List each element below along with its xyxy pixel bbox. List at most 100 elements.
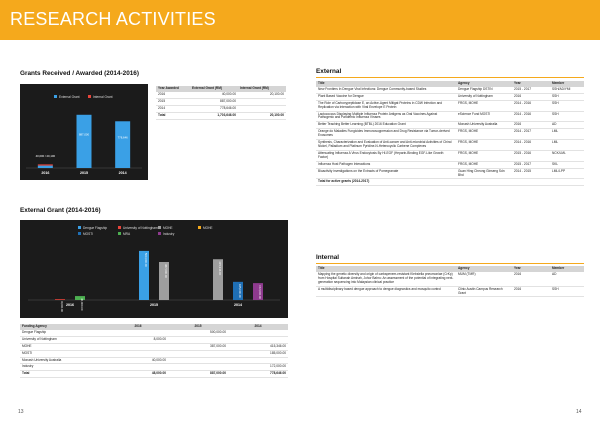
table-cell: 40,000.00 [190, 91, 238, 99]
project-agency: Dengue Flagship DSTIN [456, 86, 512, 94]
x-tick-label: 2014 [119, 171, 127, 175]
project-agency: FRGS, MOHE [456, 161, 512, 169]
internal-projects-title: Internal [316, 254, 340, 261]
table-cell [168, 357, 228, 365]
legend-swatch [78, 226, 81, 229]
x-tick-label: 2016 [66, 303, 74, 307]
table-cell: 40,000.00 [108, 357, 168, 365]
project-member: AD [550, 271, 584, 287]
total-cell: 20,100.00 [238, 112, 286, 120]
grants-summary-svg: External Grant Internal Grant 40,000 / 20,… [26, 95, 142, 175]
grants-col-internal: Internal Grant (RM) [238, 86, 286, 92]
legend-swatch [198, 226, 201, 229]
project-title: Plant Based Vaccine for Dengue [316, 93, 456, 101]
project-year: 2015 - 2017 [512, 86, 550, 94]
project-agency: University of Nottingham [456, 93, 512, 101]
external-grant-svg: Dengue Flagship University of Nottingham M… [28, 226, 280, 313]
legend-swatch [54, 95, 57, 98]
legend-label: External Grant [59, 95, 80, 99]
int-col-year: Year [512, 266, 550, 272]
table-cell: 778,646.00 [190, 105, 238, 113]
page-title: RESEARCH ACTIVITIES [10, 9, 216, 29]
external-projects-title: External [316, 68, 342, 75]
table-cell [168, 363, 228, 372]
project-year: 2014 - 2015 [512, 168, 550, 180]
ext-col-agency: Agency [456, 81, 512, 87]
ext-col-year: Year [512, 81, 550, 87]
external-table-header: Title Agency Year Member [316, 81, 584, 87]
legend-swatch [158, 232, 161, 235]
data-label: 887,000 [79, 132, 90, 136]
project-member: SSH [550, 93, 584, 101]
project-member: SSH [550, 111, 584, 123]
project-year: 2015 - 2016 [512, 150, 550, 162]
external-divider [316, 77, 584, 78]
page-number-left: 13 [18, 409, 24, 415]
table-row: Dengue Flagship 500,000.00 [20, 329, 288, 337]
project-row: Plant Based Vaccine for Dengue University… [316, 93, 584, 101]
legend-label: Dengue Flagship [83, 226, 107, 230]
funding-col-2015: 2015 [168, 324, 228, 330]
grants-summary-chart: External Grant Internal Grant 40,000 / 20,… [20, 84, 148, 180]
total-cell: Total [156, 112, 190, 120]
ext-col-title: Title [316, 81, 456, 87]
grants-section-title: Grants Received / Awarded (2014-2016) [20, 70, 139, 77]
table-row: MOHE 387,000.00 415,346.00 [20, 343, 288, 351]
legend-label: MRA [123, 232, 131, 236]
bar [75, 296, 85, 300]
project-agency: Guan Hing Cheong Ginseng Sdn Bhd [456, 168, 512, 180]
legend-swatch [158, 226, 161, 229]
project-row: The Role of Carboxypeptidase E, an Activ… [316, 100, 584, 112]
legend-label: MOSTI [83, 232, 93, 236]
grants-table: Year Awarded External Grant (RM) Interna… [156, 86, 286, 120]
project-title: A multidisciplinary based dengue approac… [316, 286, 456, 298]
project-year: 2014 - 2016 [512, 139, 550, 151]
project-title: Mapping the genetic diversity and origin… [316, 271, 456, 287]
bar [213, 259, 223, 300]
table-cell [238, 105, 286, 113]
bar [55, 299, 65, 300]
table-cell [228, 336, 288, 344]
table-cell: 8,000.00 [108, 336, 168, 344]
total-row: Total for active grants (2014-2017) [316, 178, 584, 187]
project-title: Orange do Maladies Fungicides Immunosupp… [316, 128, 456, 141]
table-cell [108, 350, 168, 358]
table-cell: University of Nottingham [20, 336, 108, 344]
int-col-agency: Agency [456, 266, 512, 272]
table-cell: 887,000.00 [168, 370, 228, 379]
project-row: New Frontiers In Dengue Viral Infections… [316, 86, 584, 94]
int-col-title: Title [316, 266, 456, 272]
x-tick-label: 2015 [150, 303, 158, 307]
grants-table-header: Year Awarded External Grant (RM) Interna… [156, 86, 286, 92]
project-member: NCK/LML [550, 150, 584, 162]
project-row: A multidisciplinary based dengue approac… [316, 286, 584, 298]
table-cell: 2014 [156, 105, 190, 113]
legend-label: University of Nottingham [123, 226, 158, 230]
project-title: Synthesis, Characterization and Evaluati… [316, 139, 456, 151]
project-agency: FRGS, MOHE [456, 150, 512, 162]
project-year: 2016 [512, 271, 550, 287]
table-cell: MOSTI [20, 350, 108, 358]
project-title: Bioactivity investigations on the Extrac… [316, 168, 456, 180]
project-title: Attenuating Influenza A Virus Endocytosi… [316, 150, 456, 162]
page-number-right: 14 [576, 409, 582, 415]
table-cell [108, 329, 168, 337]
project-member: SSH [550, 100, 584, 112]
data-label: 185,000.00 [238, 284, 242, 298]
project-row: Lactococcus Displaying Multiple Influenz… [316, 111, 584, 123]
table-cell [168, 336, 228, 344]
project-row: Influenza Host Pathogen Interactions FRGS… [316, 161, 584, 169]
legend-swatch [118, 226, 121, 229]
total-label: Total for active grants (2014-2017) [316, 178, 584, 187]
project-year: 2014 - 2017 [512, 128, 550, 141]
project-row: Mapping the genetic diversity and origin… [316, 271, 584, 287]
project-agency: MUM (TMR) [456, 271, 512, 287]
internal-projects-table: Title Agency Year Member Mapping the gen… [316, 266, 584, 298]
table-cell: 2015 [156, 98, 190, 106]
project-member: SSH [550, 286, 584, 298]
data-label: 40,000.00 [80, 298, 84, 311]
data-label: 415,346.00 [218, 261, 222, 275]
project-year: 2014 - 2016 [512, 100, 550, 112]
table-cell: Monash University Australia [20, 357, 108, 365]
internal-table-header: Title Agency Year Member [316, 266, 584, 272]
